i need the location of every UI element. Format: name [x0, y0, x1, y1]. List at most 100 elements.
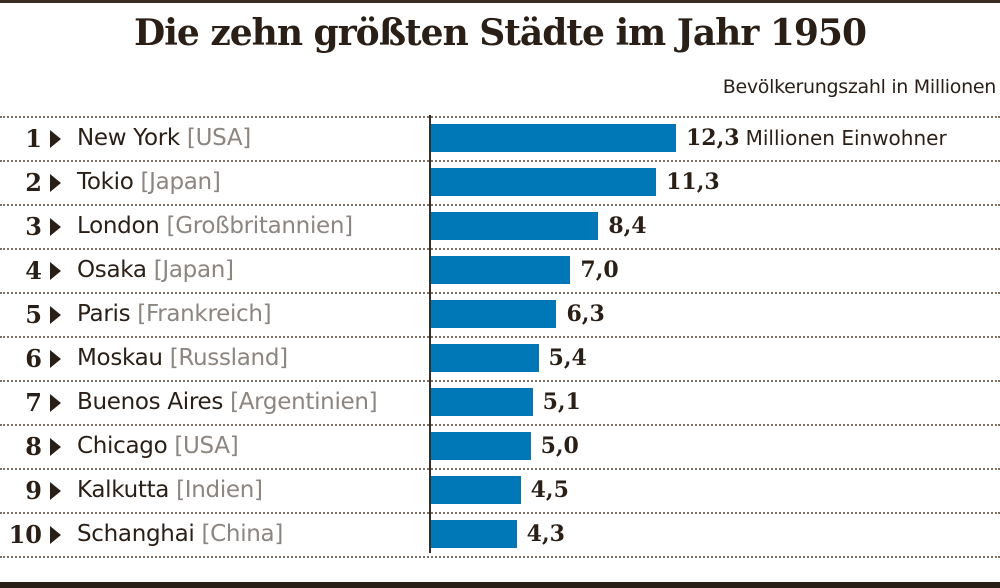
country-name: [USA]	[179, 125, 251, 151]
data-label: 4,5	[531, 477, 569, 503]
value-text: 5,0	[540, 433, 579, 459]
triangle-right-icon	[50, 130, 61, 148]
table-row: 2 Tokio [Japan] 11,3	[0, 160, 1000, 204]
data-label: 5,4	[549, 345, 587, 371]
value-text: 4,3	[526, 521, 565, 547]
unit-label: Millionen Einwohner	[745, 126, 947, 150]
city-label: Osaka [Japan]	[77, 257, 234, 283]
row-divider	[0, 336, 1000, 338]
rank-number: 2	[25, 168, 42, 197]
table-row: 7 Buenos Aires [Argentinien] 5,1	[0, 380, 1000, 424]
row-divider	[0, 556, 1000, 558]
value-text: 7,0	[580, 257, 619, 283]
table-row: 1 New York [USA] 12,3 Millionen Einwohner	[0, 116, 1000, 160]
country-name: [USA]	[167, 433, 239, 459]
country-name: [Indien]	[169, 477, 263, 503]
city-label: Moskau [Russland]	[77, 345, 288, 371]
rank-number: 5	[25, 300, 42, 329]
bar	[431, 168, 657, 196]
bar	[431, 432, 531, 460]
chart-subtitle: Bevölkerungszahl in Millionen	[722, 76, 997, 98]
table-row: 8 Chicago [USA] 5,0	[0, 424, 1000, 468]
value-text: 8,4	[608, 213, 647, 239]
value-text: 12,3	[686, 125, 740, 151]
row-divider	[0, 204, 1000, 206]
data-label: 8,4	[608, 213, 646, 239]
row-divider	[0, 248, 1000, 250]
bar	[431, 476, 521, 504]
triangle-right-icon	[50, 438, 61, 456]
bar	[431, 344, 539, 372]
table-row: 3 London [Großbritannien] 8,4	[0, 204, 1000, 248]
chart-title: Die zehn größten Städte im Jahr 1950	[133, 12, 867, 54]
triangle-right-icon	[50, 174, 61, 192]
rank-number: 7	[25, 388, 42, 417]
rank-number: 10	[8, 520, 42, 549]
row-divider	[0, 116, 1000, 118]
table-row: 6 Moskau [Russland] 5,4	[0, 336, 1000, 380]
table-row: 4 Osaka [Japan] 7,0	[0, 248, 1000, 292]
table-row: 10 Schanghai [China] 4,3	[0, 512, 1000, 556]
city-label: Kalkutta [Indien]	[77, 477, 263, 503]
triangle-right-icon	[50, 350, 61, 368]
rank-number: 1	[25, 124, 42, 153]
row-divider	[0, 512, 1000, 514]
data-label: 5,0	[541, 433, 579, 459]
city-name: London	[77, 213, 160, 239]
row-divider	[0, 292, 1000, 294]
value-text: 11,3	[666, 169, 720, 195]
triangle-right-icon	[50, 526, 61, 544]
bar	[431, 300, 557, 328]
bar	[431, 388, 533, 416]
value-text: 5,1	[542, 389, 581, 415]
country-name: [Frankreich]	[130, 301, 272, 327]
rank-number: 9	[25, 476, 42, 505]
bottom-border	[0, 582, 1000, 588]
data-label: 4,3	[527, 521, 565, 547]
city-name: New York	[77, 125, 180, 151]
data-label: 12,3 Millionen Einwohner	[686, 125, 947, 151]
city-label: Schanghai [China]	[77, 521, 283, 547]
triangle-right-icon	[50, 306, 61, 324]
row-divider	[0, 380, 1000, 382]
bar	[431, 212, 599, 240]
data-label: 7,0	[580, 257, 618, 283]
country-name: [Argentinien]	[223, 389, 378, 415]
city-name: Moskau	[77, 345, 163, 371]
city-name: Buenos Aires	[77, 389, 224, 415]
city-label: Chicago [USA]	[77, 433, 239, 459]
table-row: 9 Kalkutta [Indien] 4,5	[0, 468, 1000, 512]
city-name: Tokio	[77, 169, 134, 195]
row-divider	[0, 468, 1000, 470]
table-row: 5 Paris [Frankreich] 6,3	[0, 292, 1000, 336]
country-name: [Großbritannien]	[159, 213, 354, 239]
value-text: 6,3	[566, 301, 605, 327]
country-name: [Japan]	[146, 257, 234, 283]
rank-number: 3	[25, 212, 42, 241]
triangle-right-icon	[50, 218, 61, 236]
city-label: Tokio [Japan]	[77, 169, 221, 195]
bar	[431, 124, 676, 152]
data-label: 11,3	[666, 169, 720, 195]
rank-number: 6	[25, 344, 42, 373]
rank-number: 8	[25, 432, 42, 461]
triangle-right-icon	[50, 482, 61, 500]
value-text: 4,5	[530, 477, 569, 503]
country-name: [Russland]	[162, 345, 288, 371]
city-name: Kalkutta	[77, 477, 170, 503]
country-name: [Japan]	[133, 169, 221, 195]
country-name: [China]	[194, 521, 284, 547]
row-divider	[0, 424, 1000, 426]
city-name: Schanghai	[77, 521, 195, 547]
y-axis-line	[429, 115, 431, 553]
triangle-right-icon	[50, 262, 61, 280]
city-label: London [Großbritannien]	[77, 213, 353, 239]
bar	[431, 520, 517, 548]
city-label: Buenos Aires [Argentinien]	[77, 389, 378, 415]
city-label: New York [USA]	[77, 125, 251, 151]
city-name: Paris	[77, 301, 131, 327]
bar	[431, 256, 571, 284]
rank-number: 4	[25, 256, 42, 285]
row-divider	[0, 160, 1000, 162]
triangle-right-icon	[50, 394, 61, 412]
